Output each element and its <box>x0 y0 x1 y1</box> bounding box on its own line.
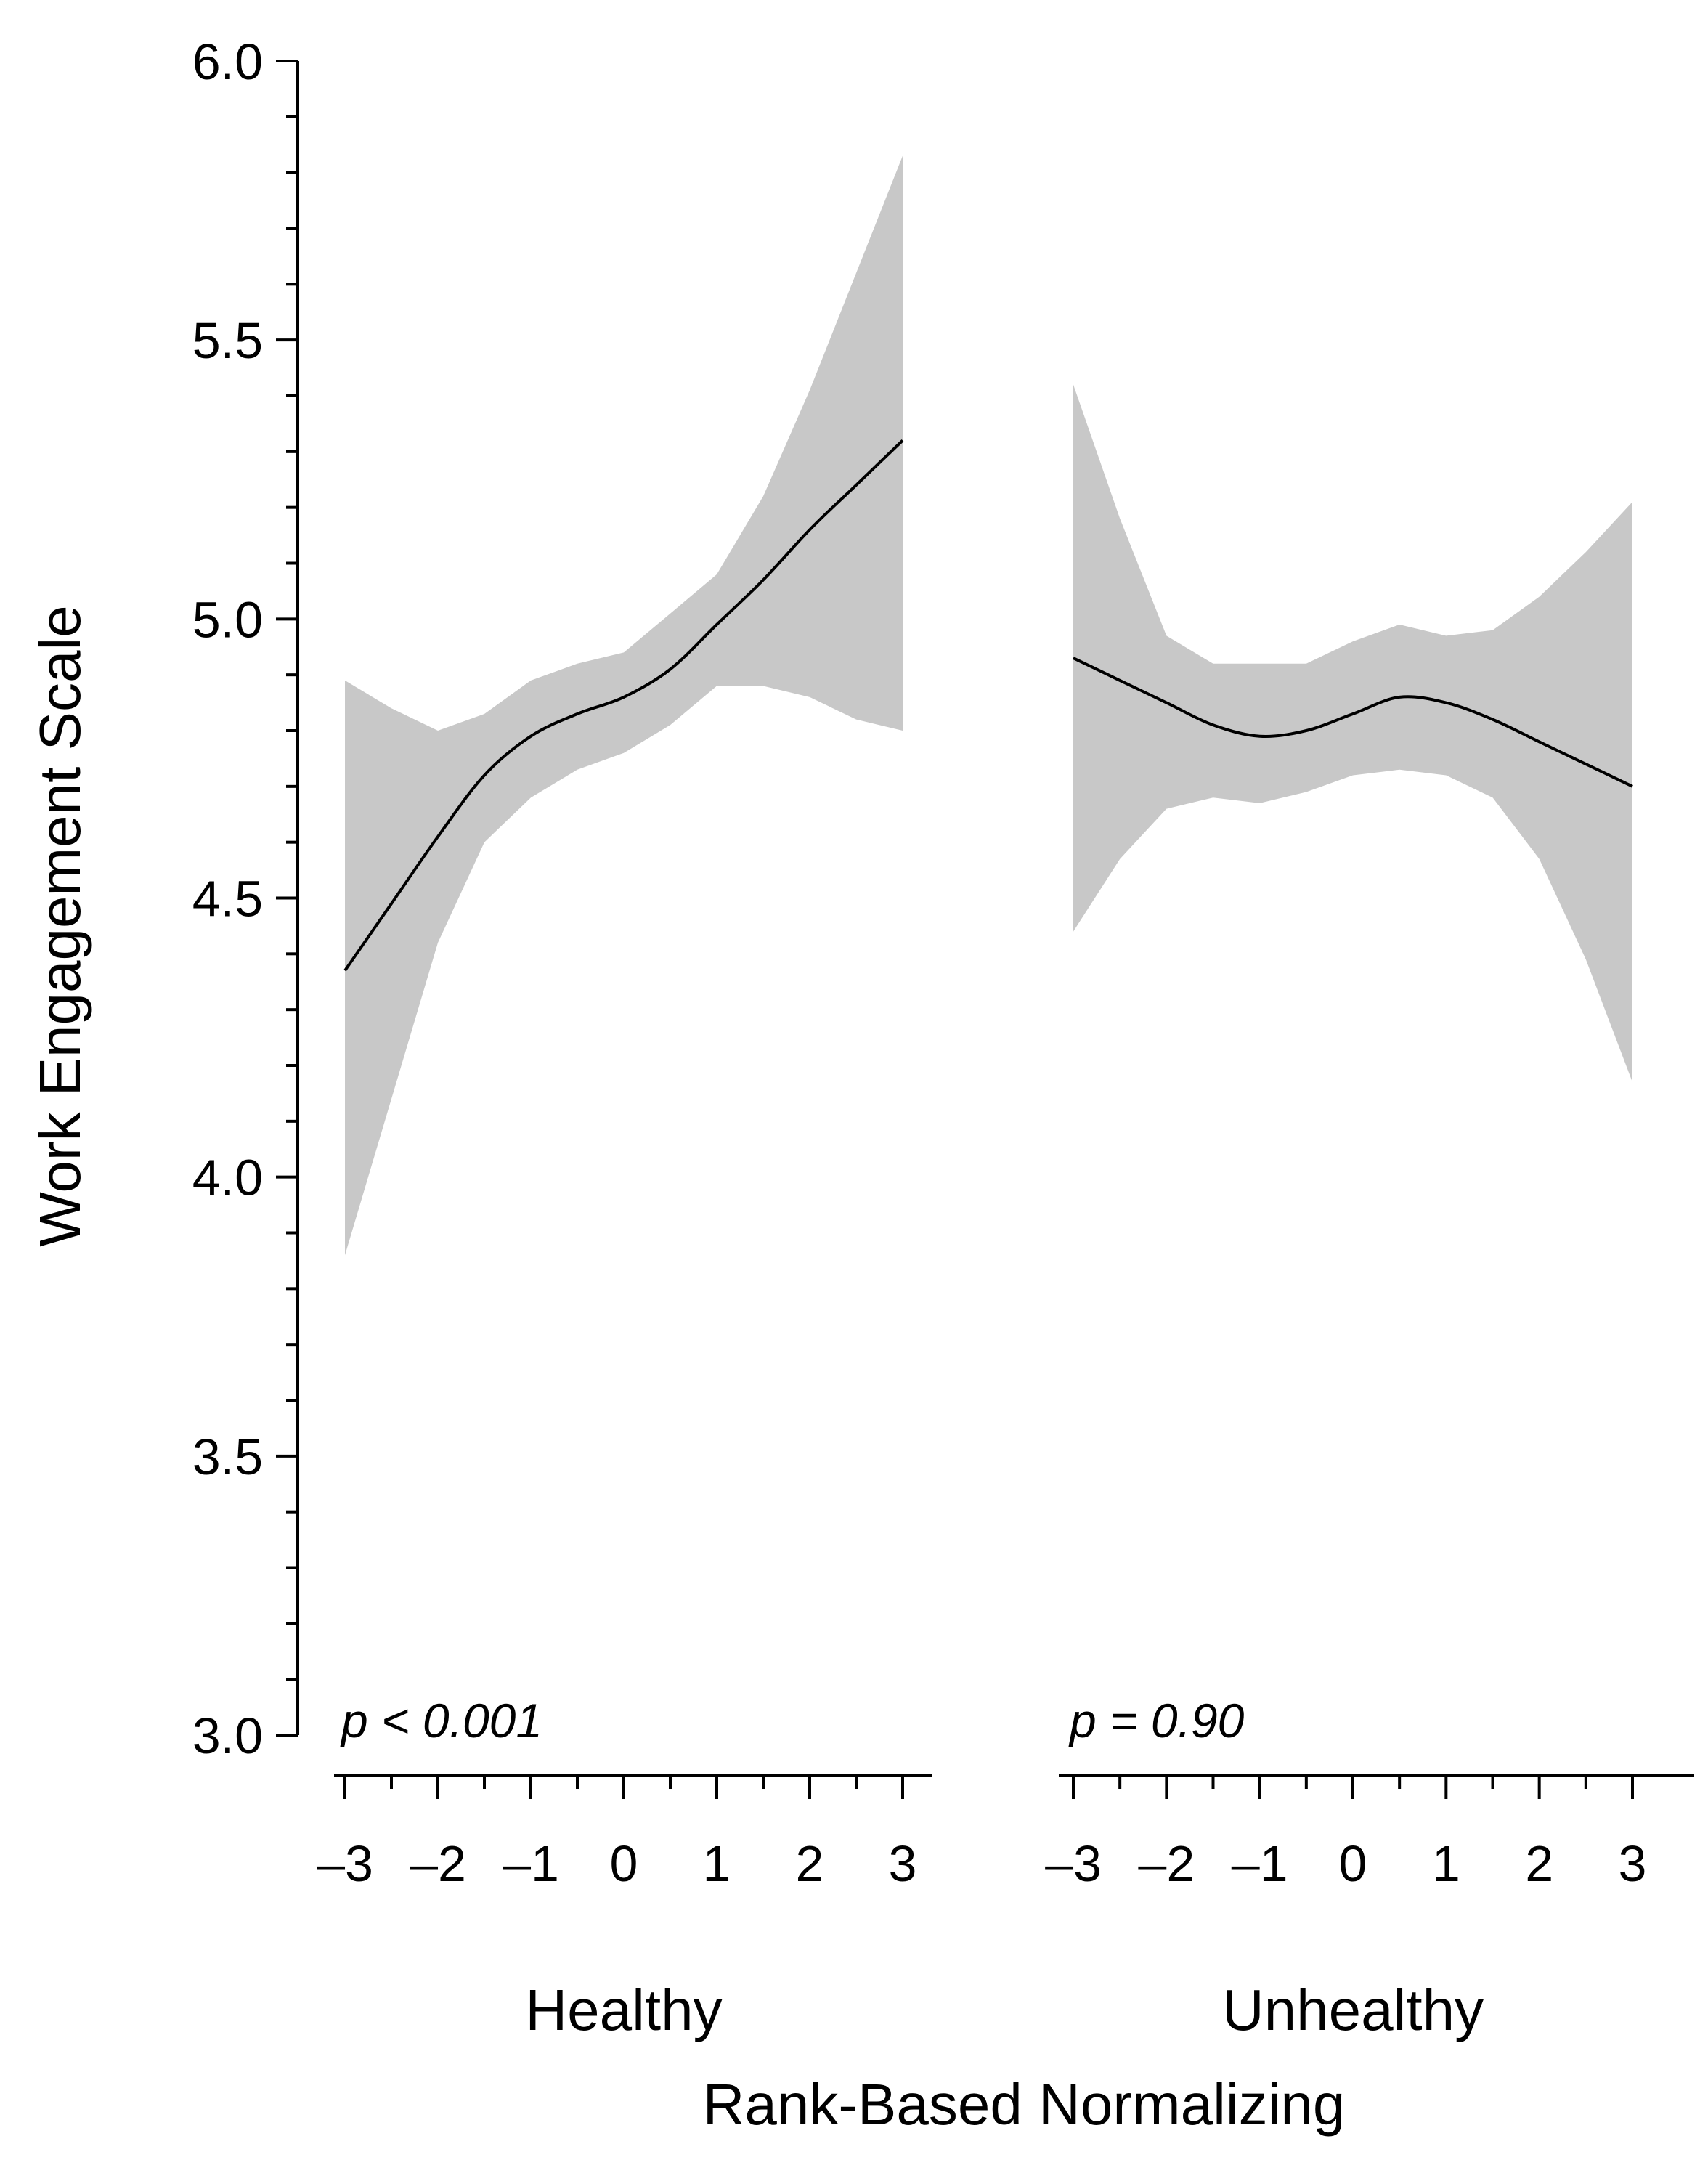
x-tick-label: –1 <box>503 1835 559 1892</box>
x-tick-label: –2 <box>410 1835 466 1892</box>
x-tick-label: 2 <box>796 1835 824 1892</box>
p-value-annotation: p < 0.001 <box>340 1694 542 1747</box>
confidence-band <box>1073 384 1632 1083</box>
x-tick-label: 2 <box>1525 1835 1553 1892</box>
fit-line <box>343 439 904 972</box>
y-tick-label: 5.0 <box>192 591 263 648</box>
x-tick-label: –3 <box>317 1835 373 1892</box>
panel-healthy: –3 –2 –1 0 1 2 3 Healthy p < 0.001 <box>317 155 932 2042</box>
panel-unhealthy: –3 –2 –1 0 1 2 3 Unhealthy p = 0.90 <box>1045 384 1694 2042</box>
y-tick-label: 3.5 <box>192 1429 263 1485</box>
y-tick-label: 4.5 <box>192 871 263 927</box>
fit-line <box>1073 657 1633 788</box>
y-tick-label: 5.5 <box>192 312 263 369</box>
x-tick-label: –2 <box>1138 1835 1195 1892</box>
y-tick-label: 3.0 <box>192 1707 263 1764</box>
x-tick-label: 1 <box>1432 1835 1460 1892</box>
x-axis-title: Rank-Based Normalizing <box>703 2072 1346 2137</box>
y-tick-label: 4.0 <box>192 1150 263 1206</box>
x-tick-label: 1 <box>703 1835 731 1892</box>
panel-label: Healthy <box>525 1978 722 2042</box>
y-axis: 3.0 3.5 4.0 4.5 5.0 5.5 6.0 <box>192 33 299 1764</box>
x-tick-label: –1 <box>1232 1835 1288 1892</box>
x-tick-label: 0 <box>610 1835 638 1892</box>
x-tick-label: 3 <box>1619 1835 1647 1892</box>
x-tick-label: –3 <box>1045 1835 1102 1892</box>
panels: –3 –2 –1 0 1 2 3 Healthy p < 0.001 –3 –2 –1 0 1 2 3 Unhe… <box>317 155 1694 2042</box>
panel-label: Unhealthy <box>1222 1978 1484 2042</box>
x-tick-label: 3 <box>889 1835 917 1892</box>
p-value-annotation: p = 0.90 <box>1068 1694 1245 1747</box>
confidence-band <box>345 155 903 1256</box>
y-axis-title: Work Engagement Scale <box>28 605 92 1246</box>
y-tick-label: 6.0 <box>192 33 263 90</box>
x-tick-label: 0 <box>1339 1835 1367 1892</box>
